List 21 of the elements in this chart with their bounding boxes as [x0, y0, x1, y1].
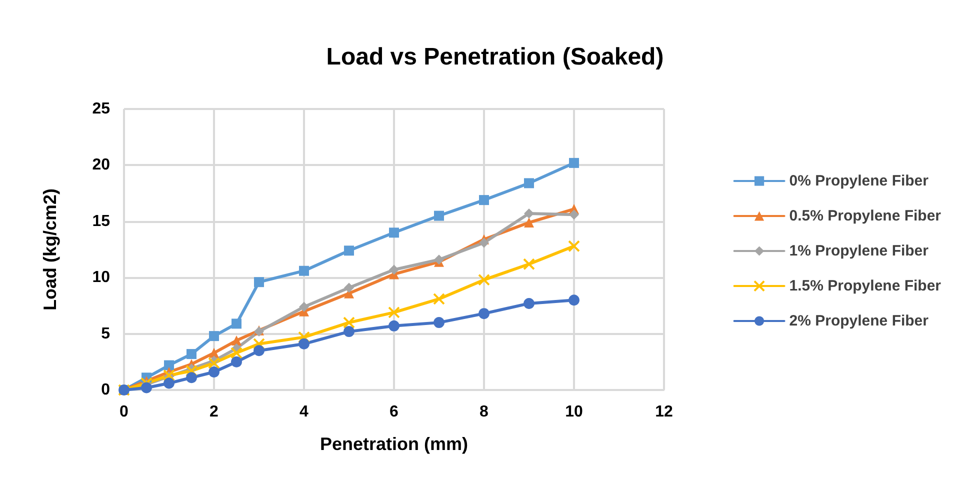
x-tick-label: 12 — [655, 404, 673, 420]
x-tick-label: 8 — [480, 404, 489, 420]
legend-label: 1% Propylene Fiber — [789, 242, 929, 260]
x-tick-label: 10 — [565, 404, 583, 420]
y-tick-label: 25 — [92, 100, 110, 118]
x-tick-label: 4 — [300, 404, 309, 420]
y-tick-label: 15 — [92, 212, 110, 230]
y-tick-label: 20 — [92, 156, 110, 174]
y-axis-title: Load (kg/cm2) — [40, 188, 60, 311]
legend-label: 0.5% Propylene Fiber — [789, 208, 942, 224]
x-axis-title: Penetration (mm) — [320, 434, 468, 454]
x-tick-label: 6 — [390, 404, 399, 420]
y-tick-label: 10 — [92, 269, 110, 286]
legend-label: 2% Propylene Fiber — [789, 312, 929, 330]
legend-label: 0% Propylene Fiber — [789, 172, 929, 190]
y-tick-label: 5 — [101, 325, 110, 342]
chart-title: Load vs Penetration (Soaked) — [326, 44, 664, 70]
legend-label: 1.5% Propylene Fiber — [789, 278, 942, 294]
x-tick-label: 2 — [210, 404, 219, 420]
x-tick-label: 0 — [120, 404, 129, 420]
y-tick-label: 0 — [101, 382, 110, 398]
